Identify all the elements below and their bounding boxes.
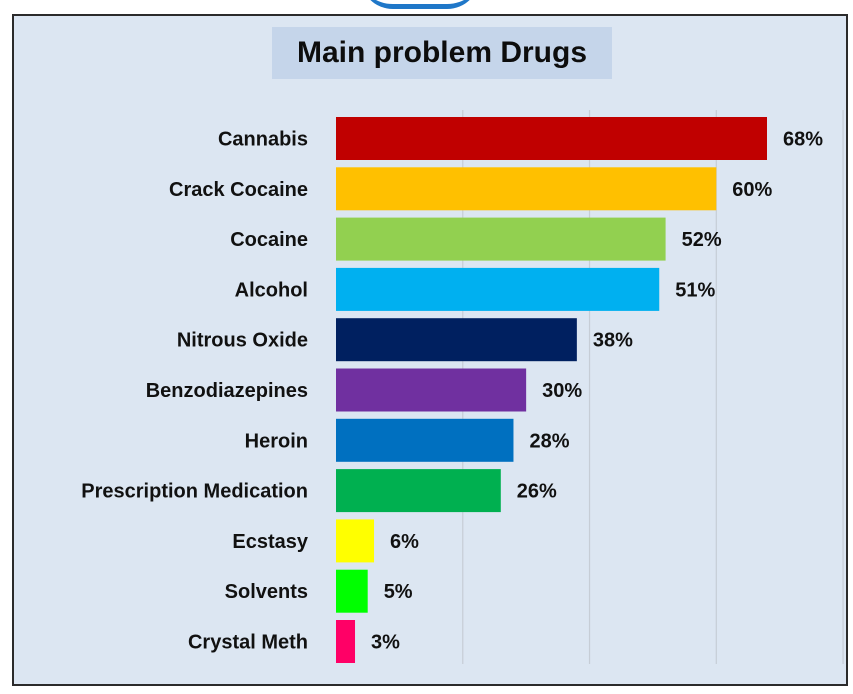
category-label-ecstasy: Ecstasy xyxy=(232,531,308,553)
value-labels: 68% 60% 52% 51% 38% 30% 28% 26% 6% 5% 3% xyxy=(371,129,823,654)
category-label-alcohol: Alcohol xyxy=(235,279,308,301)
bar-alcohol xyxy=(336,267,660,311)
bar-crystal-meth xyxy=(336,620,356,663)
value-label-alcohol: 51% xyxy=(675,279,715,301)
value-label-crystal-meth: 3% xyxy=(371,632,400,654)
value-label-nitrous-oxide: 38% xyxy=(593,330,633,352)
category-label-benzodiazepines: Benzodiazepines xyxy=(146,380,308,402)
category-label-cannabis: Cannabis xyxy=(218,129,308,151)
chart-title-box: Main problem Drugs xyxy=(272,27,612,79)
cropped-heading-fragment xyxy=(360,0,480,12)
bar-benzodiazepines xyxy=(336,368,527,412)
bar-solvents xyxy=(336,569,368,613)
value-label-cannabis: 68% xyxy=(783,129,823,151)
category-label-crack-cocaine: Crack Cocaine xyxy=(169,179,308,201)
bar-heroin xyxy=(336,418,514,462)
value-label-solvents: 5% xyxy=(384,581,413,603)
bar-cocaine xyxy=(336,217,666,261)
bar-prescription-medication xyxy=(336,469,501,513)
value-label-prescription-medication: 26% xyxy=(517,481,557,503)
chart-title: Main problem Drugs xyxy=(296,36,588,69)
bar-nitrous-oxide xyxy=(336,318,577,362)
category-label-prescription-medication: Prescription Medication xyxy=(81,481,308,503)
value-label-cocaine: 52% xyxy=(682,229,722,251)
category-labels: Cannabis Crack Cocaine Cocaine Alcohol Nitro… xyxy=(81,129,309,654)
value-label-crack-cocaine: 60% xyxy=(732,179,772,201)
bar-crack-cocaine xyxy=(336,167,717,211)
category-label-heroin: Heroin xyxy=(245,430,308,452)
bars xyxy=(336,117,767,663)
value-label-ecstasy: 6% xyxy=(390,531,419,553)
category-label-solvents: Solvents xyxy=(225,581,308,603)
bar-ecstasy xyxy=(336,519,375,563)
category-label-cocaine: Cocaine xyxy=(230,229,308,251)
category-label-crystal-meth: Crystal Meth xyxy=(188,632,308,654)
category-label-nitrous-oxide: Nitrous Oxide xyxy=(177,330,308,352)
bar-cannabis xyxy=(336,117,767,160)
value-label-heroin: 28% xyxy=(529,430,569,452)
value-label-benzodiazepines: 30% xyxy=(542,380,582,402)
